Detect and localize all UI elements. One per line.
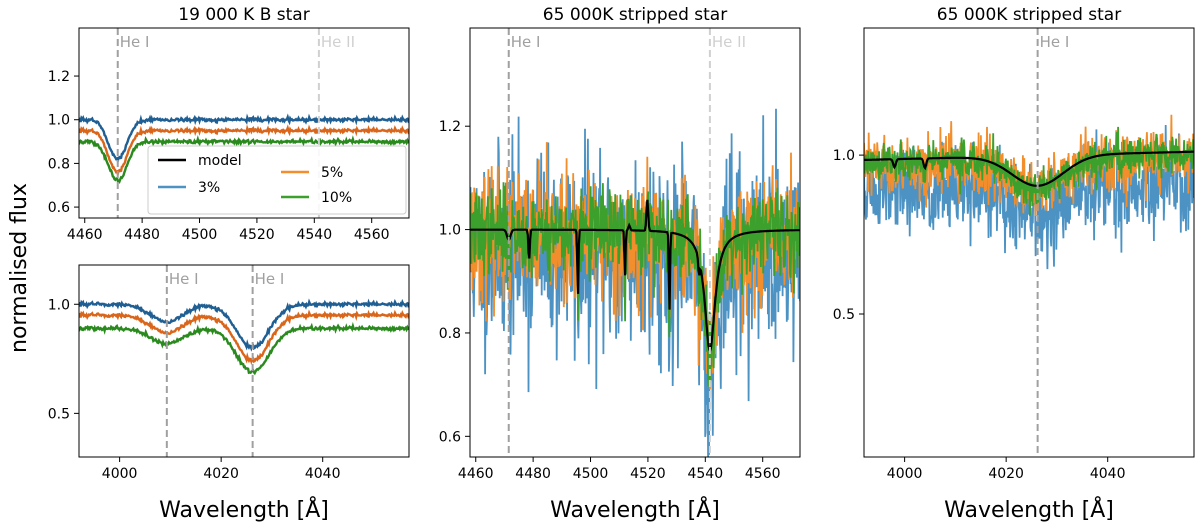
- axes-frame: [863, 27, 1195, 458]
- y-tick-label: 0.6: [48, 200, 70, 216]
- series-line-10pct: [864, 126, 1194, 216]
- y-tick-label: 0.5: [48, 406, 70, 422]
- plot-area: [79, 265, 409, 457]
- x-tick-label: 4460: [458, 466, 494, 482]
- series-line-5pct: [79, 309, 409, 365]
- panel-p1: He I He II 4460 4480 4500 4520 4540 4560 0.6 0.8 1…: [48, 5, 410, 243]
- line-label-He-II: He II: [321, 33, 355, 51]
- y-tick-label: 0.5: [833, 307, 855, 323]
- line-label-He-I: He I: [169, 270, 199, 288]
- legend-entry: 5%: [321, 165, 343, 181]
- figure-ylabel: normalised flux: [7, 183, 32, 353]
- x-tick-label: 4000: [887, 466, 923, 482]
- series-line-10pct: [470, 182, 800, 387]
- series-line-10pct: [79, 134, 409, 184]
- x-tick-label: 4480: [124, 227, 160, 243]
- y-tick-label: 1.2: [439, 119, 461, 135]
- x-tick-label: 4020: [203, 466, 239, 482]
- series-line-3pct: [79, 113, 409, 165]
- y-tick-label: 0.8: [439, 326, 461, 342]
- line-label-He-I: He I: [1040, 33, 1070, 51]
- legend-box: [147, 145, 407, 215]
- x-tick-label: 4000: [102, 466, 138, 482]
- panel-p4: He I 4000 4020 4040 0.5 1.0 65 000K stripped s…: [833, 5, 1195, 523]
- x-tick-label: 4560: [354, 227, 390, 243]
- line-label-He-II: He II: [712, 33, 746, 51]
- legend-entry: model: [198, 153, 242, 169]
- axes-frame: [78, 264, 410, 458]
- panel-title: 19 000 K B star: [178, 5, 309, 25]
- x-axis-label: Wavelength [Å]: [550, 496, 720, 523]
- x-tick-label: 4520: [630, 466, 666, 482]
- series-line-model: [470, 199, 800, 354]
- line-label-He-I: He I: [255, 270, 285, 288]
- x-tick-label: 4540: [687, 466, 723, 482]
- panel-p3: He I He II 4460 4480 4500 4520 4540 4560 0.6 0.8 1…: [439, 5, 801, 523]
- x-tick-label: 4520: [239, 227, 275, 243]
- y-tick-label: 1.2: [48, 69, 70, 85]
- plot-area: [470, 28, 800, 457]
- x-axis-label: Wavelength [Å]: [944, 496, 1114, 523]
- x-tick-label: 4460: [67, 227, 103, 243]
- legend-entry: 10%: [321, 190, 352, 206]
- series-line-model: [864, 150, 1194, 187]
- y-tick-label: 1.0: [48, 113, 70, 129]
- x-tick-label: 4480: [515, 466, 551, 482]
- y-tick-label: 1.0: [439, 223, 461, 239]
- x-axis-label: Wavelength [Å]: [159, 496, 329, 523]
- series-line-10pct: [79, 321, 409, 376]
- y-tick-label: 1.0: [48, 297, 70, 313]
- plots-group: He I He II 4460 4480 4500 4520 4540 4560 0.6 0.8 1…: [48, 5, 1195, 523]
- panel-p2: He I He I 4000 4020 4040 0.5 1.0 Wavelength [Å]: [48, 264, 410, 523]
- series-line-5pct: [79, 124, 409, 178]
- x-tick-label: 4040: [305, 466, 341, 482]
- x-tick-label: 4020: [988, 466, 1024, 482]
- x-tick-label: 4500: [182, 227, 218, 243]
- y-tick-label: 0.6: [439, 429, 461, 445]
- legend: model 3% 5% 10%: [147, 145, 407, 215]
- legend-entry: 3%: [198, 180, 220, 196]
- plot-area: [864, 28, 1194, 457]
- x-tick-label: 4540: [296, 227, 332, 243]
- y-tick-label: 1.0: [833, 148, 855, 164]
- line-label-He-I: He I: [511, 33, 541, 51]
- x-tick-label: 4500: [573, 466, 609, 482]
- panel-title: 65 000K stripped star: [937, 5, 1121, 25]
- x-tick-label: 4040: [1090, 466, 1126, 482]
- y-tick-label: 0.8: [48, 156, 70, 172]
- axes-frame: [78, 27, 410, 219]
- line-label-He-I: He I: [120, 33, 150, 51]
- axes-frame: [469, 27, 801, 458]
- series-line-3pct: [79, 298, 409, 352]
- x-tick-label: 4560: [745, 466, 781, 482]
- panel-title: 65 000K stripped star: [543, 5, 727, 25]
